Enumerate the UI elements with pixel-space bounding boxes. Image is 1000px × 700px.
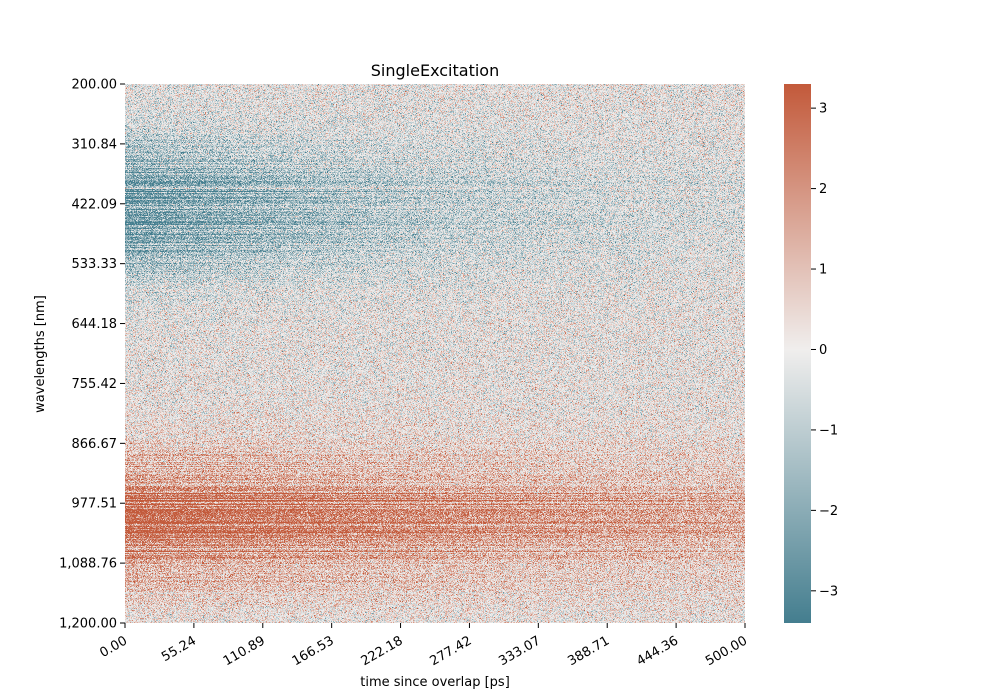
y-tick-label: 310.84	[72, 137, 118, 152]
x-tick-label: 110.89	[221, 633, 268, 669]
y-tick-label: 755.42	[72, 377, 118, 392]
x-tick-label: 166.53	[290, 633, 337, 669]
x-tick-label: 444.36	[634, 633, 681, 669]
heatmap-image	[125, 84, 745, 623]
chart-title: SingleExcitation	[371, 61, 499, 80]
y-tick-label: 977.51	[72, 497, 118, 512]
colorbar-tick-label: −2	[819, 504, 838, 519]
y-axis-ticks: 200.00 310.84 422.09 533.33 644.18 755.42 866.…	[59, 78, 125, 632]
x-tick-label: 55.24	[159, 633, 199, 665]
x-tick-label: 333.07	[496, 633, 543, 669]
x-axis-ticks: 0.00 55.24 110.89 166.53 222.18 277.42 333.07 3…	[97, 623, 750, 669]
colorbar-tick-label: 1	[819, 263, 827, 278]
y-axis-label: wavelengths [nm]	[33, 295, 48, 413]
y-tick-label: 533.33	[72, 257, 118, 272]
y-tick-label: 422.09	[72, 197, 118, 212]
y-tick-label: 1,088.76	[59, 557, 117, 572]
y-tick-label: 200.00	[72, 78, 118, 93]
x-tick-label: 222.18	[359, 633, 406, 669]
colorbar-ticks: −3 −2 −1 0 1 2 3	[811, 102, 838, 599]
colorbar-tick-label: −3	[819, 584, 838, 599]
colorbar-tick-label: −1	[819, 423, 838, 438]
y-tick-label: 866.67	[72, 437, 118, 452]
colorbar	[784, 84, 811, 623]
x-tick-label: 0.00	[97, 633, 130, 660]
y-tick-label: 644.18	[72, 317, 118, 332]
y-tick-label: 1,200.00	[59, 617, 117, 632]
x-tick-label: 277.42	[428, 633, 475, 669]
colorbar-tick-label: 2	[819, 182, 827, 197]
x-tick-label: 500.00	[703, 633, 750, 669]
x-tick-label: 388.71	[565, 633, 612, 669]
colorbar-tick-label: 0	[819, 343, 827, 358]
colorbar-tick-label: 3	[819, 102, 827, 117]
x-axis-label: time since overlap [ps]	[360, 675, 510, 690]
